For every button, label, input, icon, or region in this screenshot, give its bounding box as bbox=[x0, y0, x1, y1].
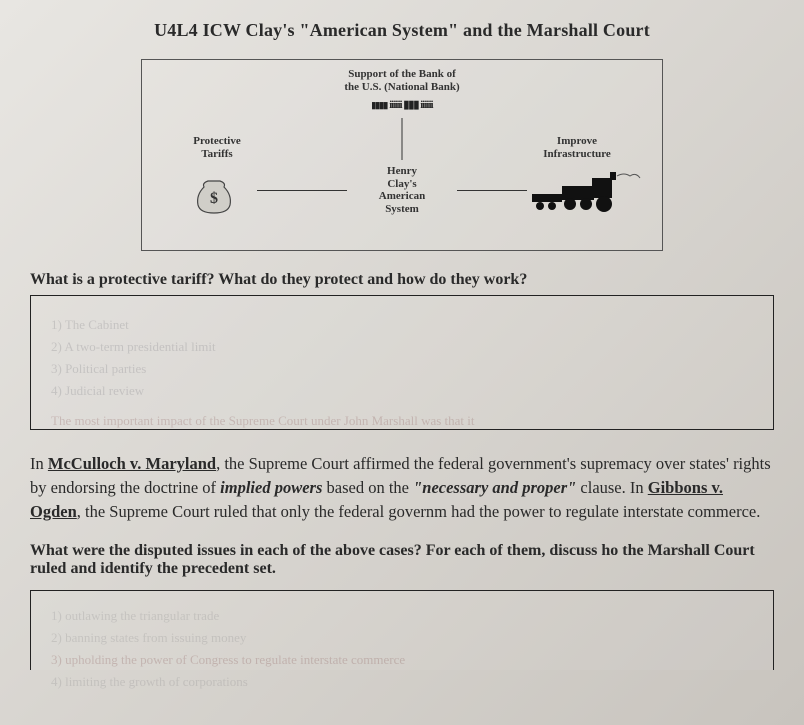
ghost-line: 3) upholding the power of Congress to re… bbox=[51, 649, 753, 671]
american-system-diagram: Support of the Bank of the U.S. (Nationa… bbox=[141, 59, 663, 251]
ghost-text-1: 1) The Cabinet 2) A two-term presidentia… bbox=[31, 296, 773, 450]
answer-box-1: 1) The Cabinet 2) A two-term presidentia… bbox=[30, 295, 774, 430]
diagram-vertical-connector bbox=[402, 118, 403, 160]
ghost-text-2: 1) outlawing the triangular trade 2) ban… bbox=[31, 591, 773, 707]
ghost-line: 3) Political parties bbox=[51, 358, 753, 380]
train-icon bbox=[532, 170, 642, 223]
question-2: What were the disputed issues in each of… bbox=[30, 542, 774, 578]
ghost-footer: The most important impact of the Supreme… bbox=[51, 410, 753, 432]
text: , the Supreme Court ruled that only the … bbox=[77, 502, 761, 521]
term-necessary-proper: "necessary and proper" bbox=[413, 478, 576, 497]
diagram-right-label: Improve Infrastructure bbox=[532, 135, 622, 160]
page-title: U4L4 ICW Clay's "American System" and th… bbox=[30, 20, 774, 41]
ghost-line: 4) limiting the growth of corporations bbox=[51, 671, 753, 693]
ghost-line: 4) Judicial review bbox=[51, 380, 753, 402]
ghost-line: 2) A two-term presidential limit bbox=[51, 336, 753, 358]
bank-icon: iiiiii ▮▮▮ iiiiii bbox=[371, 98, 432, 111]
diagram-left-connector bbox=[257, 190, 347, 191]
question-1: What is a protective tariff? What do the… bbox=[30, 271, 774, 289]
answer-box-2: 1) outlawing the triangular trade 2) ban… bbox=[30, 590, 774, 670]
body-paragraph: In McCulloch v. Maryland , the Supreme Co… bbox=[30, 452, 774, 524]
diagram-top-label: Support of the Bank of the U.S. (Nationa… bbox=[344, 68, 459, 93]
svg-text:$: $ bbox=[210, 190, 218, 207]
ghost-line: 2) banning states from issuing money bbox=[51, 627, 753, 649]
text: In bbox=[30, 454, 48, 473]
text: clause. In bbox=[576, 478, 647, 497]
ghost-line: 1) outlawing the triangular trade bbox=[51, 605, 753, 627]
case-mcculloch: McCulloch v. Maryland bbox=[48, 454, 216, 473]
term-implied-powers: implied powers bbox=[220, 478, 322, 497]
diagram-center-label: Henry Clay's American System bbox=[367, 165, 437, 216]
ghost-line: 1) The Cabinet bbox=[51, 314, 753, 336]
diagram-right-connector bbox=[457, 190, 527, 191]
diagram-left-label: Protective Tariffs bbox=[182, 135, 252, 160]
money-bag-icon: $ bbox=[192, 175, 236, 223]
worksheet-page: U4L4 ICW Clay's "American System" and th… bbox=[30, 20, 774, 670]
text: based on the bbox=[322, 478, 413, 497]
